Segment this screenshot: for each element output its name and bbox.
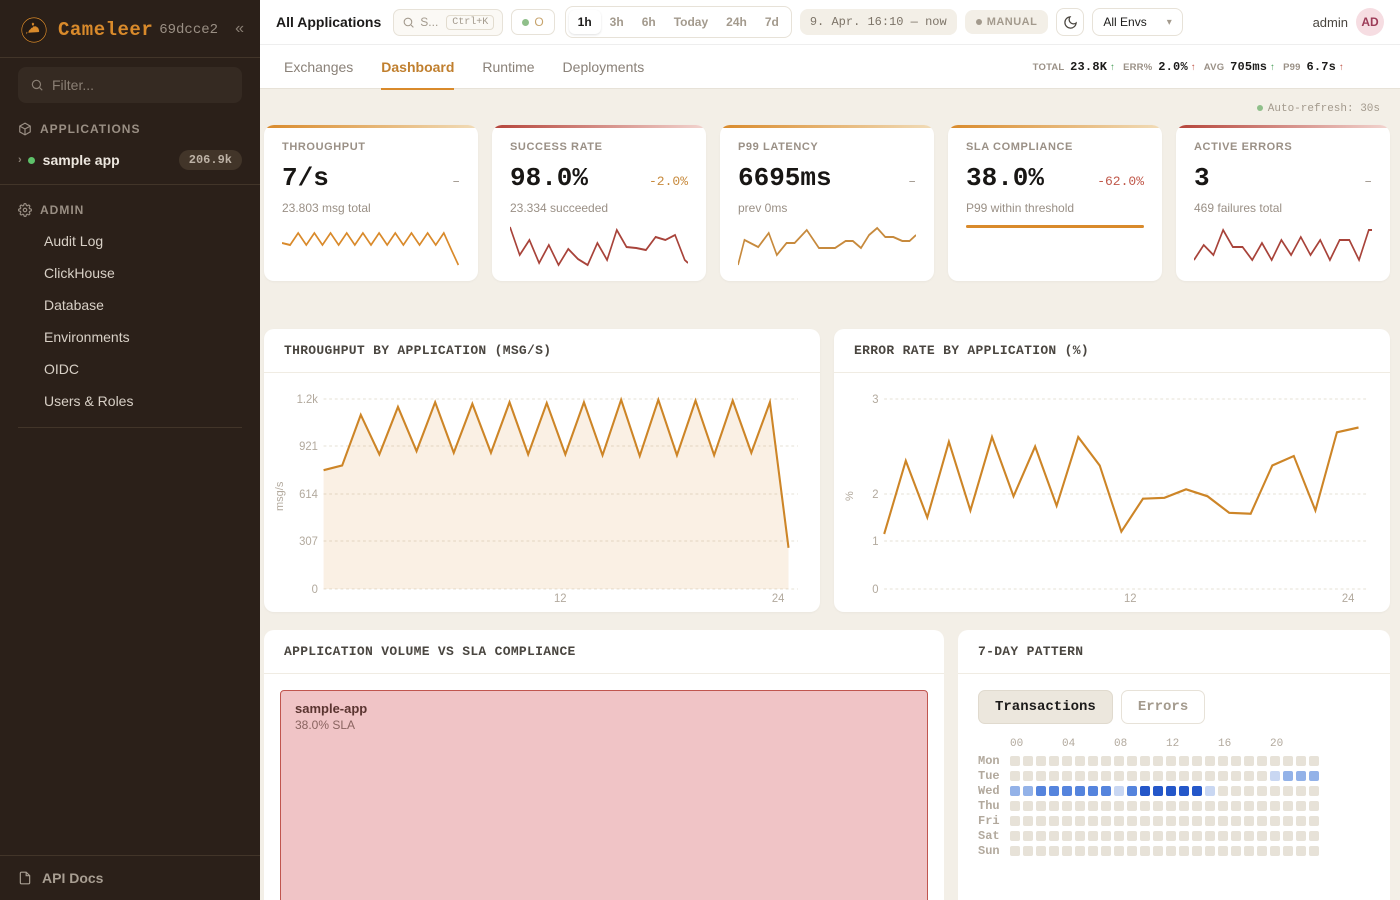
svg-text:307: 307 [299,535,318,548]
svg-text:614: 614 [299,488,318,501]
svg-text:12: 12 [554,592,567,605]
svg-text:1.2k: 1.2k [297,393,318,406]
svg-text:24: 24 [1342,592,1355,605]
svg-text:3: 3 [872,393,878,406]
svg-text:2: 2 [872,488,878,501]
svg-text:0: 0 [872,583,879,596]
svg-text:24: 24 [772,592,785,605]
svg-text:1: 1 [872,535,878,548]
svg-text:12: 12 [1124,592,1137,605]
svg-text:0: 0 [312,583,319,596]
svg-text:921: 921 [299,440,318,453]
